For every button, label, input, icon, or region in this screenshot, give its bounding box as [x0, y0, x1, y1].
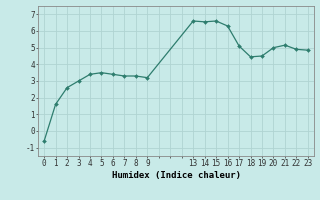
X-axis label: Humidex (Indice chaleur): Humidex (Indice chaleur) — [111, 171, 241, 180]
